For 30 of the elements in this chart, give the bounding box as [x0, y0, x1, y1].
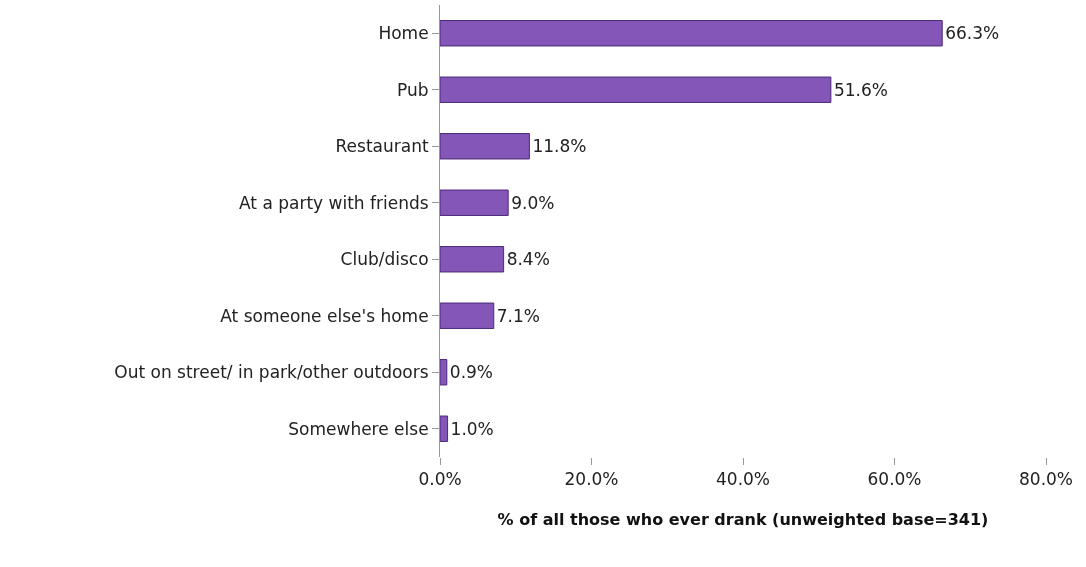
data-label: 1.0%	[450, 418, 494, 439]
bar	[440, 189, 509, 216]
x-tick-label: 40.0%	[715, 469, 771, 490]
x-tick-label: 60.0%	[867, 469, 922, 490]
data-label: 66.3%	[945, 23, 1000, 44]
y-tick-label: Pub	[397, 79, 429, 100]
y-tick-label: Out on street/ in park/other outdoors	[114, 362, 429, 383]
bar	[440, 20, 943, 47]
bar	[440, 359, 448, 386]
data-label: 11.8%	[532, 136, 587, 157]
bar	[440, 415, 449, 442]
x-tick-label: 80.0%	[1018, 469, 1074, 490]
x-tick-label: 20.0%	[564, 469, 619, 490]
x-tick-label: 0.0%	[418, 469, 462, 490]
x-axis-title: % of all those who ever drank (unweighted base=341)	[497, 510, 989, 530]
data-label: 51.6%	[833, 79, 888, 100]
y-tick-label: Restaurant	[335, 136, 429, 157]
data-label: 9.0%	[511, 192, 555, 213]
y-tick-label: Somewhere else	[288, 418, 429, 439]
bar	[440, 302, 495, 329]
y-tick-label: Club/disco	[340, 249, 429, 270]
y-tick-label: At someone else's home	[220, 305, 429, 326]
bar	[440, 76, 832, 103]
y-tick-label: Home	[378, 23, 429, 44]
data-label: 8.4%	[506, 249, 550, 270]
data-label: 0.9%	[449, 362, 494, 383]
data-label: 7.1%	[496, 305, 540, 326]
bar	[440, 246, 505, 273]
bar	[440, 133, 530, 160]
y-tick-label: At a party with friends	[238, 192, 429, 213]
